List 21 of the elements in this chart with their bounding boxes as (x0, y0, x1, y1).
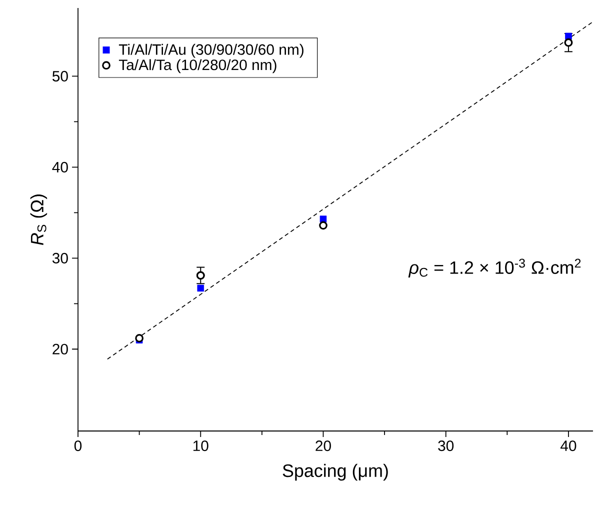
y-tick-label: 50 (52, 70, 68, 82)
legend-label: Ta/Al/Ta (10/280/20 nm) (118, 59, 276, 74)
point (320, 216, 327, 222)
x-tick-label: 40 (560, 440, 576, 452)
x-tick-label: 0 (74, 440, 82, 452)
x-axis-title: Spacing (μm) (282, 464, 388, 481)
point (196, 271, 205, 280)
x-tick-label: 30 (438, 440, 454, 452)
point (565, 32, 572, 40)
y-tick-label: 20 (52, 344, 68, 354)
y-tick-label: 30 (52, 252, 68, 264)
point (197, 284, 204, 292)
x-tick-label: 20 (316, 440, 331, 452)
x-tick-label: 10 (193, 440, 208, 452)
y-axis-title: R$_{S}$ (Ω) (30, 194, 48, 246)
annotation: ρ$_{C}$ = 1.2 × 10$^{-3}$ Ω·cm$^{2}$ (408, 258, 581, 278)
y-tick-label: 40 (52, 162, 68, 172)
legend-label: Ti/Al/Ti/Au (30/90/30/60 nm) (118, 44, 304, 58)
point (564, 38, 573, 47)
point (135, 334, 144, 342)
point (319, 221, 328, 230)
